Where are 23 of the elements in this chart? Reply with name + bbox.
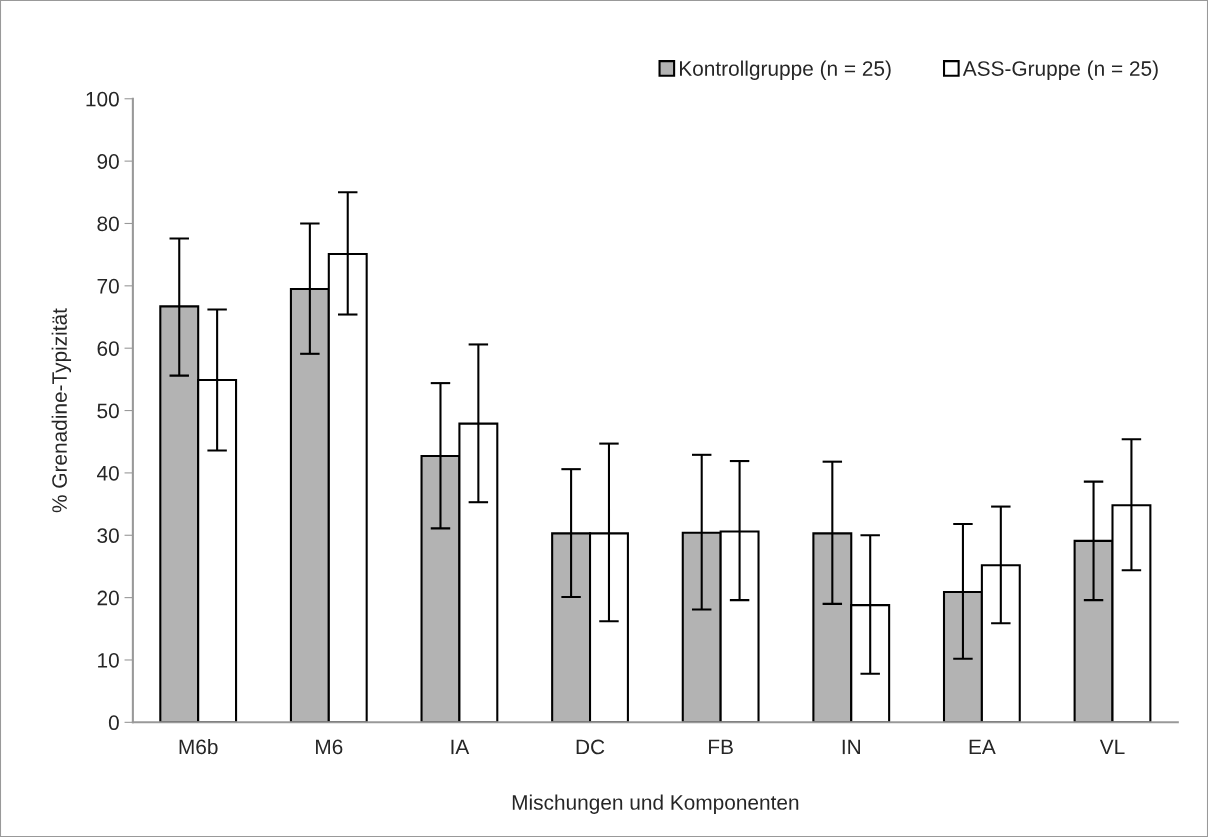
- y-tick-label: 50: [97, 403, 119, 419]
- y-tick-label: 30: [97, 528, 119, 544]
- x-axis-title: Mischungen und Komponenten: [512, 794, 799, 814]
- legend-label: ASS-Gruppe (n = 25): [962, 60, 1158, 81]
- y-tick-label: 100: [86, 91, 119, 107]
- y-tick-label: 0: [108, 715, 119, 731]
- legend-label: Kontrollgruppe (n = 25): [680, 60, 891, 81]
- y-tick-label: 60: [97, 341, 119, 356]
- x-tick-label: DC: [576, 739, 605, 755]
- x-tick-label: IA: [451, 739, 470, 755]
- x-tick-label: VL: [1099, 739, 1125, 755]
- x-tick-label: M6b: [179, 739, 218, 755]
- x-tick-label: IN: [842, 739, 860, 755]
- x-tick-label: EA: [969, 739, 996, 755]
- y-tick-label: 40: [96, 465, 119, 481]
- y-tick-label: 80: [97, 216, 119, 232]
- y-tick-label: 20: [97, 590, 119, 606]
- x-tick-label: M6: [316, 739, 343, 755]
- x-tick-label: FB: [709, 739, 733, 755]
- y-tick-label: 10: [98, 652, 119, 668]
- y-tick-label: 70: [97, 278, 119, 294]
- y-axis-title: % Grenadine-Typizität: [51, 308, 72, 513]
- y-tick-label: 90: [97, 154, 119, 169]
